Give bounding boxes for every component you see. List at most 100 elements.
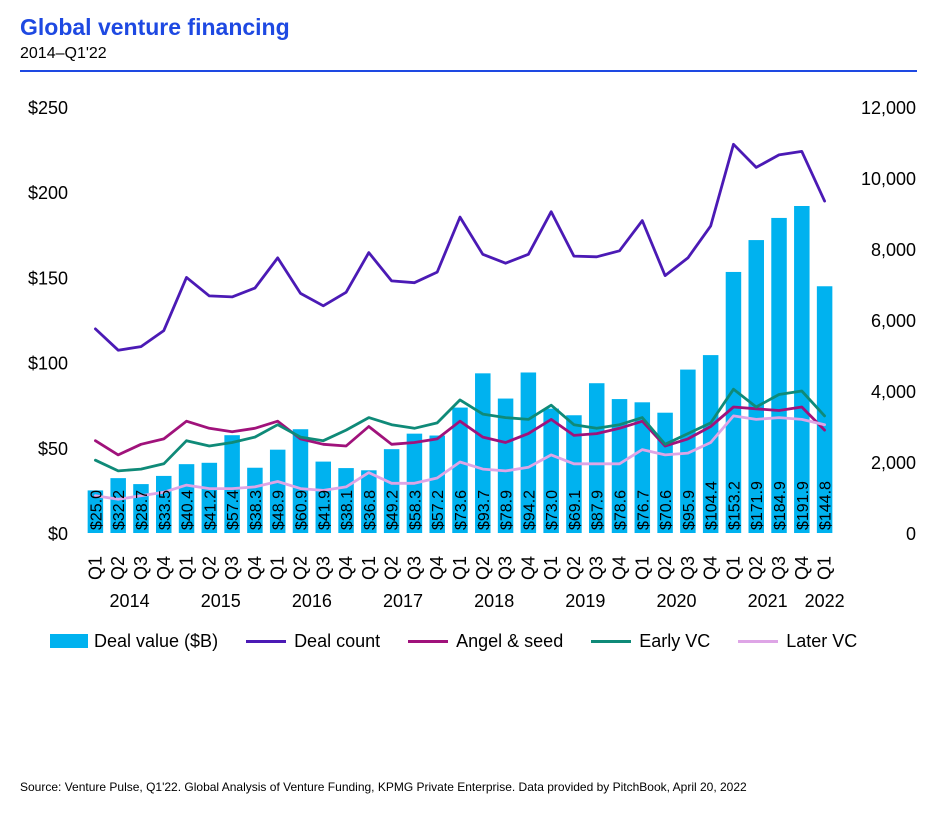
- quarter-tick-label: Q4: [701, 556, 721, 580]
- deal-value-label: $73.0: [544, 490, 561, 530]
- deal-value-bar: [361, 470, 377, 533]
- deal-value-bar: [771, 217, 787, 533]
- deal-value-bar: [520, 372, 537, 533]
- quarter-tick-label: Q4: [792, 556, 812, 580]
- deal-value-label: $95.9: [681, 490, 698, 530]
- deal-value-bar: [178, 464, 195, 533]
- quarter-tick-label: Q2: [564, 556, 584, 580]
- deal-value-bar: [292, 429, 309, 533]
- legend-item-early-vc: Early VC: [591, 631, 710, 652]
- quarter-tick-label: Q1: [268, 556, 288, 580]
- deal-value-bar: [497, 398, 514, 533]
- legend-swatch-deal-value: [50, 634, 88, 648]
- deal-value-label: $38.1: [339, 490, 356, 530]
- deal-value-bar: [315, 461, 332, 533]
- deal-value-bar: [588, 383, 605, 533]
- deal-value-bar: [680, 369, 696, 533]
- legend-label-deal-count: Deal count: [294, 630, 381, 651]
- deal-value-bar: [816, 286, 833, 533]
- legend-swatch-angel-seed: [408, 639, 449, 643]
- quarter-tick-label: Q3: [313, 556, 333, 580]
- deal-value-bar: [201, 462, 218, 533]
- deal-value-label: $94.2: [521, 490, 538, 530]
- deal-value-label: $48.9: [271, 490, 288, 530]
- deal-value-bar: [224, 435, 240, 533]
- legend-label-deal-value: Deal value ($B): [94, 630, 219, 651]
- quarter-tick-label: Q4: [427, 556, 447, 580]
- year-label: 2020: [656, 591, 696, 611]
- quarter-tick-label: Q4: [336, 556, 356, 580]
- chart-title: Global venture financing: [20, 14, 290, 40]
- deal-value-label: $40.4: [180, 490, 197, 530]
- left-axis-tick-label: $200: [28, 183, 68, 203]
- right-axis-tick-label: 4,000: [871, 382, 916, 402]
- quarter-tick-label: Q1: [359, 556, 379, 580]
- deal-value-label: $57.4: [225, 490, 242, 530]
- legend-item-later-vc: Later VC: [738, 631, 857, 652]
- left-axis-tick-label: $100: [28, 354, 68, 374]
- legend-swatch-early-vc: [591, 639, 632, 643]
- deal-count-line: [94, 142, 826, 352]
- legend-swatch-deal-count: [246, 639, 287, 643]
- deal-value-label: $25.0: [88, 490, 105, 530]
- year-label: 2018: [474, 591, 514, 611]
- quarter-tick-label: Q4: [154, 556, 174, 580]
- deal-value-label: $33.5: [157, 490, 174, 530]
- deal-value-label: $171.9: [749, 481, 766, 530]
- legend-item-angel-seed: Angel & seed: [408, 631, 563, 652]
- quarter-tick-label: Q1: [177, 556, 197, 580]
- deal-value-bar: [543, 408, 559, 533]
- quarter-tick-label: Q4: [610, 556, 630, 580]
- deal-value-label: $28.7: [134, 490, 151, 530]
- quarter-tick-label: Q4: [245, 556, 265, 580]
- deal-value-bar: [611, 399, 628, 533]
- deal-value-label: $76.7: [635, 490, 652, 530]
- deal-value-bar: [725, 271, 742, 533]
- early-vc-line: [94, 387, 826, 473]
- deal-value-label: $41.9: [316, 490, 333, 530]
- deal-value-bar: [566, 415, 582, 533]
- deal-value-label: $78.6: [613, 490, 630, 530]
- year-label: 2015: [201, 591, 241, 611]
- quarter-tick-label: Q1: [541, 556, 561, 580]
- quarter-tick-label: Q1: [85, 556, 105, 580]
- deal-value-label: $69.1: [567, 490, 584, 530]
- quarter-tick-label: Q1: [723, 556, 743, 580]
- right-axis-tick-label: 6,000: [871, 311, 916, 331]
- left-axis-tick-label: $50: [38, 439, 68, 459]
- quarter-tick-label: Q2: [473, 556, 493, 580]
- deal-value-label: $104.4: [704, 481, 721, 530]
- year-label: 2019: [565, 591, 605, 611]
- year-label: 2017: [383, 591, 423, 611]
- quarter-tick-label: Q2: [199, 556, 219, 580]
- quarter-tick-label: Q2: [382, 556, 402, 580]
- legend-swatch-later-vc: [738, 639, 779, 643]
- deal-value-bar: [634, 402, 651, 533]
- year-label: 2021: [748, 591, 788, 611]
- deal-value-bar: [269, 449, 286, 533]
- quarter-tick-label: Q3: [222, 556, 242, 580]
- quarter-tick-label: Q1: [450, 556, 470, 580]
- left-axis-tick-label: $250: [28, 98, 68, 118]
- deal-value-label: $78.9: [499, 490, 516, 530]
- deal-value-label: $58.3: [407, 490, 424, 530]
- legend-label-angel-seed: Angel & seed: [456, 630, 564, 651]
- right-axis-tick-label: 12,000: [861, 98, 916, 118]
- deal-value-label: $87.9: [590, 490, 607, 530]
- title-divider: [20, 70, 917, 72]
- source-note: Source: Venture Pulse, Q1'22. Global Ana…: [20, 780, 747, 794]
- right-axis-tick-label: 10,000: [861, 169, 916, 189]
- year-label: 2014: [110, 591, 150, 611]
- deal-value-bar: [452, 407, 468, 533]
- left-axis-tick-label: $150: [28, 268, 68, 288]
- deal-value-label: $41.2: [202, 490, 219, 530]
- deal-value-label: $70.6: [658, 490, 675, 530]
- legend-item-deal-value: Deal value ($B): [50, 631, 218, 652]
- quarter-tick-label: Q3: [131, 556, 151, 580]
- chart-legend: Deal value ($B) Deal count Angel & seed …: [50, 628, 920, 654]
- deal-value-label: $153.2: [726, 481, 743, 530]
- quarter-tick-label: Q3: [404, 556, 424, 580]
- quarter-tick-label: Q3: [678, 556, 698, 580]
- angel-seed-line: [94, 405, 826, 457]
- deal-value-label: $38.3: [248, 490, 265, 530]
